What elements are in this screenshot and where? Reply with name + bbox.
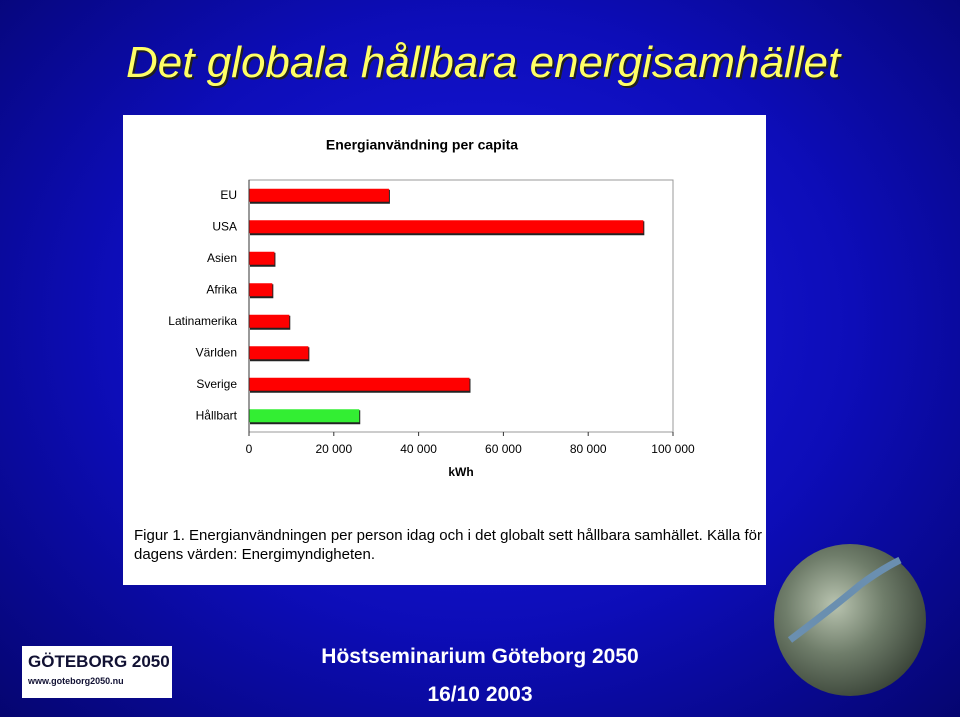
bar	[249, 409, 360, 423]
x-axis-label: kWh	[448, 465, 473, 479]
bar	[249, 283, 273, 297]
bar	[249, 220, 644, 234]
x-tick-label: 80 000	[570, 442, 607, 456]
bar	[249, 314, 290, 328]
y-tick-label: EU	[220, 188, 237, 202]
slide-title: Det globala hållbara energisamhället	[126, 38, 841, 87]
x-tick-label: 20 000	[315, 442, 352, 456]
y-tick-label: Asien	[207, 251, 237, 265]
globe-river	[787, 556, 902, 643]
footer: Höstseminarium Göteborg 2050	[321, 645, 639, 668]
chart-title: Energianvändning per capita	[326, 137, 518, 153]
globe-image	[774, 544, 926, 696]
logo: GÖTEBORG 2050 www.goteborg2050.nu	[22, 646, 172, 698]
y-tick-label: Världen	[196, 345, 237, 359]
bar	[249, 346, 309, 360]
date: 16/10 2003	[427, 683, 533, 706]
y-tick-label: Afrika	[206, 282, 237, 296]
y-tick-label: USA	[212, 219, 237, 233]
bar	[249, 251, 275, 265]
logo-name: GÖTEBORG 2050	[28, 652, 170, 671]
x-tick-label: 100 000	[651, 442, 695, 456]
x-tick-label: 40 000	[400, 442, 437, 456]
logo-url: www.goteborg2050.nu	[28, 676, 124, 686]
chart-panel	[123, 115, 766, 585]
y-tick-label: Latinamerika	[168, 314, 237, 328]
bar	[249, 377, 470, 391]
x-tick-label: 0	[246, 442, 253, 456]
y-tick-label: Sverige	[196, 377, 237, 391]
x-tick-label: 60 000	[485, 442, 522, 456]
y-tick-label: Hållbart	[196, 408, 238, 422]
chart-caption: Figur 1. Energianvändningen per person i…	[134, 527, 762, 563]
bar	[249, 188, 389, 202]
